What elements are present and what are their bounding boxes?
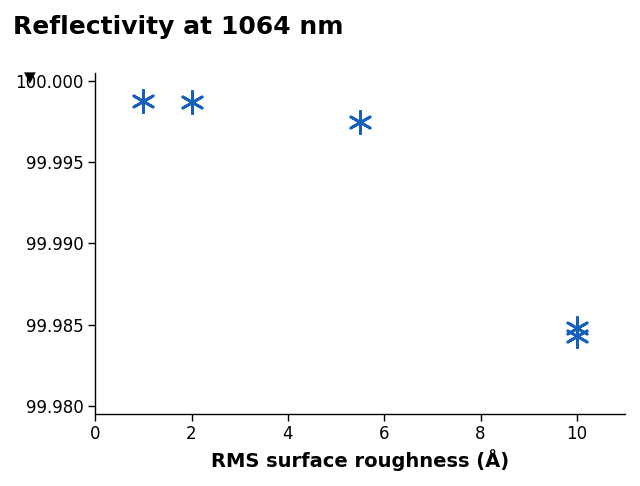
Text: Reflectivity at 1064 nm: Reflectivity at 1064 nm xyxy=(13,15,343,38)
Point xyxy=(138,97,148,105)
Point xyxy=(355,118,365,126)
Point xyxy=(186,99,196,106)
X-axis label: RMS surface roughness (Å): RMS surface roughness (Å) xyxy=(211,449,509,471)
Text: ▼: ▼ xyxy=(24,70,36,86)
Point xyxy=(572,324,582,331)
Point xyxy=(572,332,582,340)
